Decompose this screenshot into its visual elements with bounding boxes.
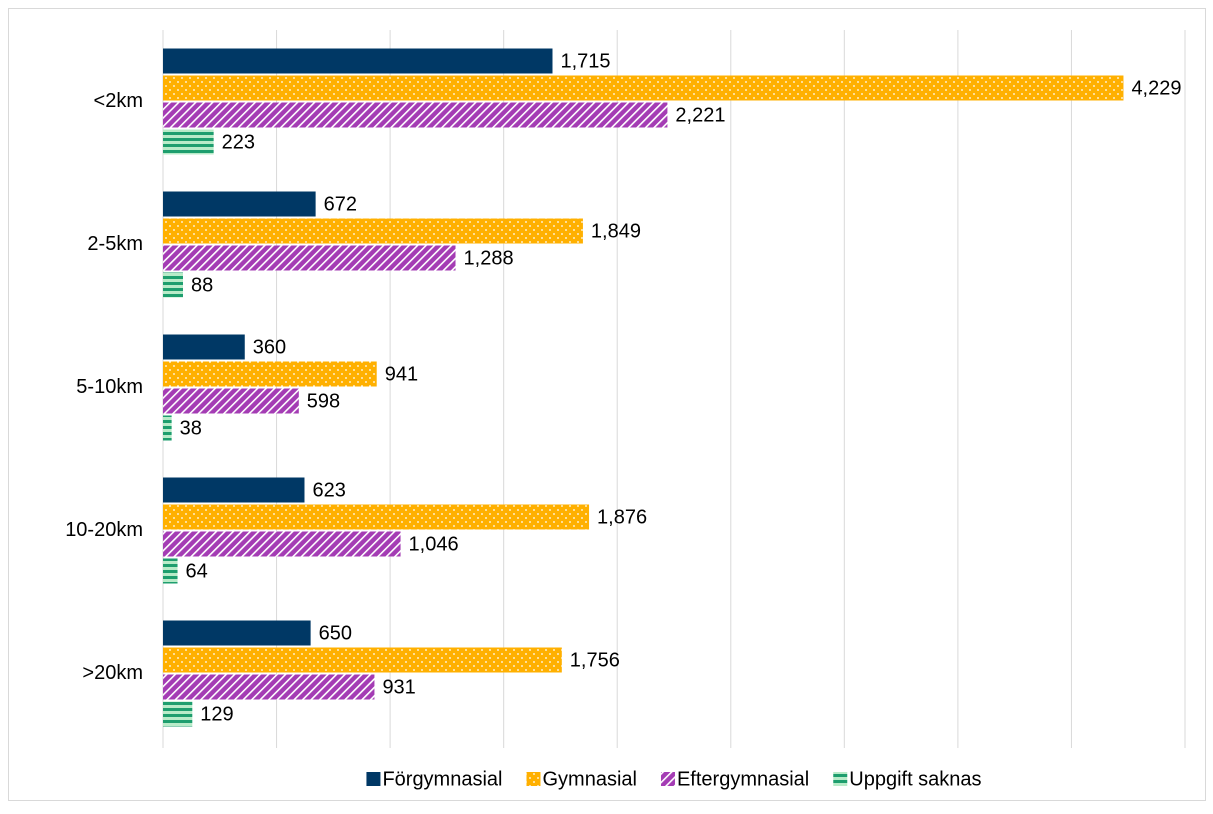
value-label: 360 bbox=[253, 336, 286, 358]
value-label: 931 bbox=[382, 676, 415, 698]
value-label: 88 bbox=[191, 274, 213, 296]
value-label: 1,715 bbox=[560, 50, 610, 72]
value-label: 1,756 bbox=[570, 649, 620, 671]
bar bbox=[163, 388, 299, 414]
bar bbox=[163, 334, 245, 360]
bar bbox=[163, 701, 193, 727]
value-label: 598 bbox=[307, 390, 340, 412]
bar bbox=[163, 361, 377, 387]
bar bbox=[163, 245, 456, 271]
value-label: 650 bbox=[319, 622, 352, 644]
legend-label: Gymnasial bbox=[542, 768, 636, 790]
bar bbox=[163, 647, 562, 673]
value-label: 623 bbox=[312, 479, 345, 501]
bar bbox=[163, 102, 668, 128]
legend-label: Eftergymnasial bbox=[677, 768, 809, 790]
value-label: 672 bbox=[324, 193, 357, 215]
legend-marker bbox=[833, 772, 848, 786]
bar bbox=[163, 620, 311, 646]
bar bbox=[163, 48, 553, 74]
value-label: 1,288 bbox=[464, 247, 514, 269]
legend-marker bbox=[366, 772, 381, 786]
bar bbox=[163, 674, 375, 700]
value-label: 1,849 bbox=[591, 220, 641, 242]
legend-label: Uppgift saknas bbox=[849, 768, 981, 790]
bar bbox=[163, 415, 172, 441]
legend-marker bbox=[526, 772, 541, 786]
y-tick-label: 2-5km bbox=[87, 233, 143, 255]
bar bbox=[163, 272, 183, 298]
legend-label: Förgymnasial bbox=[382, 768, 502, 790]
y-tick-label: <2km bbox=[94, 90, 143, 112]
bar bbox=[163, 218, 583, 244]
bar bbox=[163, 504, 590, 530]
value-label: 223 bbox=[222, 131, 255, 153]
value-label: 2,221 bbox=[675, 104, 725, 126]
value-label: 64 bbox=[186, 560, 208, 582]
y-tick-label: >20km bbox=[82, 662, 143, 684]
bar bbox=[163, 477, 305, 503]
y-tick-label: 5-10km bbox=[76, 376, 143, 398]
value-label: 38 bbox=[180, 417, 202, 439]
value-label: 1,046 bbox=[409, 533, 459, 555]
value-label: 4,229 bbox=[1131, 77, 1181, 99]
value-label: 129 bbox=[200, 703, 233, 725]
y-tick-label: 10-20km bbox=[65, 519, 143, 541]
bar bbox=[163, 191, 316, 217]
bar bbox=[163, 75, 1124, 101]
value-label: 1,876 bbox=[597, 506, 647, 528]
bar bbox=[163, 558, 178, 584]
bar bbox=[163, 129, 214, 155]
value-label: 941 bbox=[385, 363, 418, 385]
bar bbox=[163, 531, 401, 557]
legend-marker bbox=[660, 772, 675, 786]
